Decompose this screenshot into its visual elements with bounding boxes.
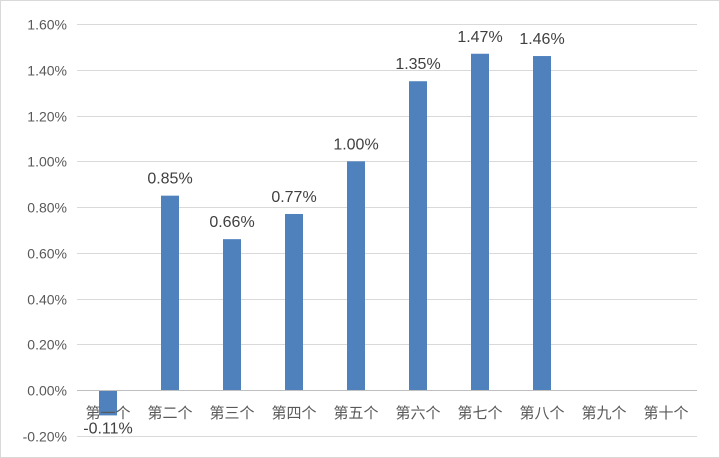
y-tick-label: 1.20% [27,109,67,125]
bar [161,195,179,391]
bar [285,213,303,391]
bar [99,390,117,416]
data-label: -0.11% [83,420,133,437]
y-tick-label: 1.00% [27,154,67,170]
category-label: 第六个 [395,404,440,422]
y-tick-label: 0.00% [27,383,67,399]
data-label: 1.00% [333,136,378,153]
category-label: 第九个 [581,404,626,422]
y-tick-label: 0.60% [27,246,67,262]
category-label: 第七个 [457,404,502,422]
bar [347,161,365,391]
bar [471,53,489,391]
data-labels: -0.11% 0.85% 0.66% 0.77% 1.00% 1.35% 1.47% 1.46… [83,29,564,438]
y-axis-tick-labels: -0.20% 0.00% 0.20% 0.40% 0.60% 0.80% 1.00% 1.20… [23,17,67,445]
y-tick-label: 1.60% [27,17,67,33]
y-tick-label: 0.80% [27,200,67,216]
data-label: 1.46% [519,31,564,48]
category-label: 第四个 [271,404,316,422]
category-label: 第三个 [209,404,254,422]
category-label: 第十个 [643,404,688,422]
y-tick-label: 0.40% [27,292,67,308]
y-tick-label: -0.20% [23,429,67,445]
data-label: 1.35% [395,56,440,73]
data-label: 0.85% [147,171,192,188]
data-label: 0.77% [271,189,316,206]
data-label: 0.66% [209,214,254,231]
bar [409,81,427,391]
gridlines [77,24,697,437]
category-label: 第八个 [519,404,564,422]
y-tick-label: 1.40% [27,63,67,79]
category-label: 第五个 [333,404,378,422]
bar [223,239,241,391]
bar [533,56,551,391]
data-label: 1.47% [457,29,502,46]
category-label: 第二个 [147,404,192,422]
x-axis-category-labels: 第一个 第二个 第三个 第四个 第五个 第六个 第七个 第八个 第九个 第十个 [85,404,688,422]
bars [99,53,551,416]
category-label: 第一个 [85,404,130,422]
y-tick-label: 0.20% [27,337,67,353]
